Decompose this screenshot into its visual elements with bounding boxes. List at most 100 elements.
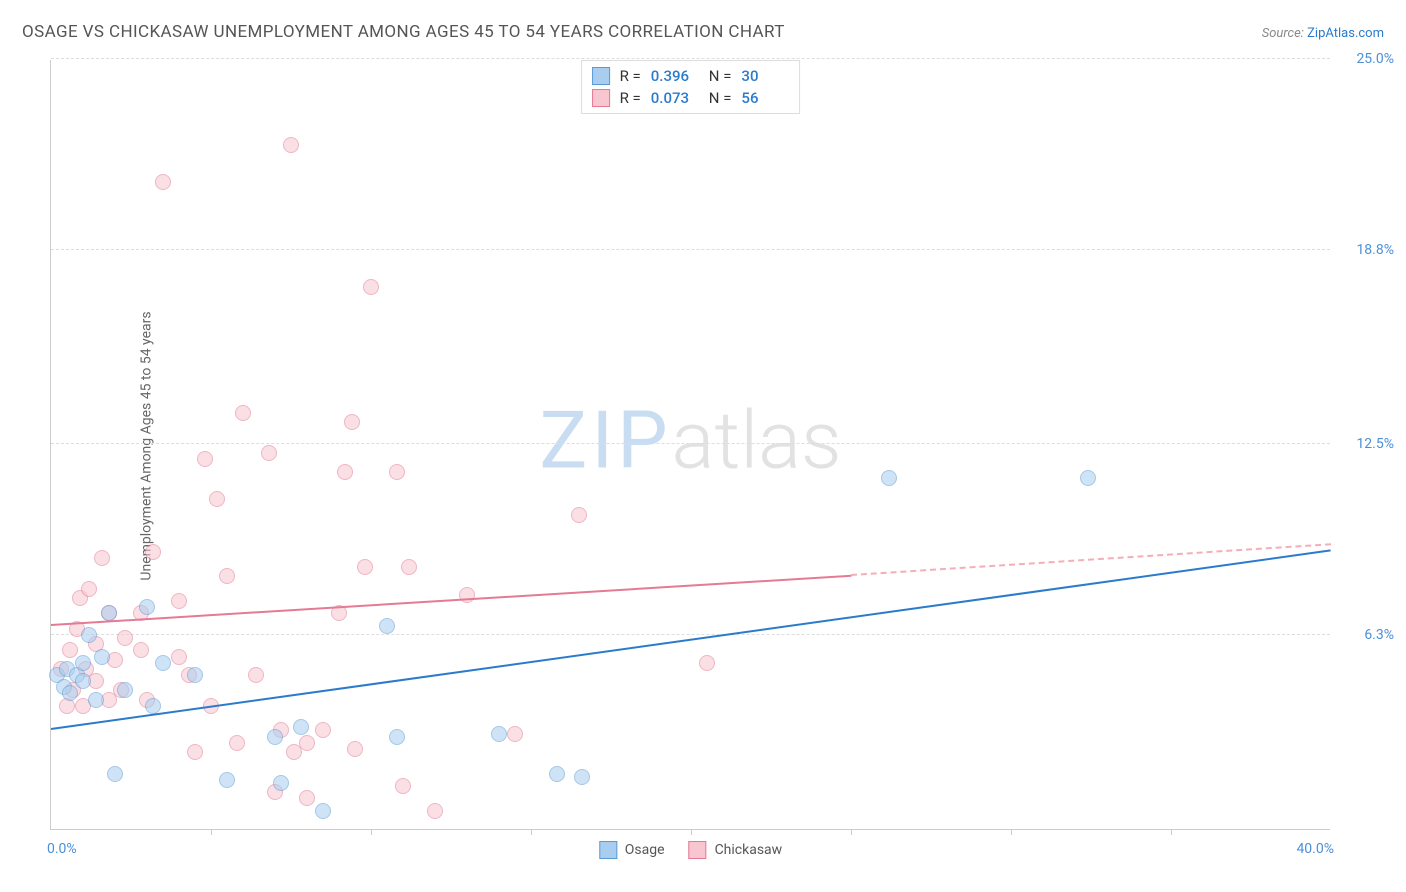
scatter-point-osage xyxy=(491,726,507,742)
scatter-point-chickasaw xyxy=(187,744,203,760)
scatter-point-osage xyxy=(145,698,161,714)
stat-r-osage: 0.396 xyxy=(651,67,699,85)
scatter-point-chickasaw xyxy=(299,735,315,751)
chart-title: OSAGE VS CHICKASAW UNEMPLOYMENT AMONG AG… xyxy=(22,22,785,42)
scatter-point-osage xyxy=(1080,470,1096,486)
scatter-point-chickasaw xyxy=(94,550,110,566)
watermark: ZIPatlas xyxy=(539,393,841,487)
stat-r-label-2: R = xyxy=(620,89,641,107)
scatter-point-chickasaw xyxy=(401,559,417,575)
scatter-point-osage xyxy=(94,649,110,665)
stat-n-label: N = xyxy=(709,67,732,85)
scatter-point-osage xyxy=(293,719,309,735)
legend-swatch-chickasaw xyxy=(689,841,707,859)
scatter-point-chickasaw xyxy=(299,790,315,806)
x-tick xyxy=(371,829,372,835)
y-tick-label: 18.8% xyxy=(1336,242,1394,258)
scatter-point-osage xyxy=(117,682,133,698)
scatter-point-osage xyxy=(139,599,155,615)
scatter-point-chickasaw xyxy=(395,778,411,794)
stat-n-osage: 30 xyxy=(741,67,789,85)
scatter-point-chickasaw xyxy=(507,726,523,742)
scatter-plot-area: ZIPatlas R = 0.396 N = 30 R = 0.073 N = … xyxy=(50,60,1330,830)
scatter-point-osage xyxy=(315,803,331,819)
stat-n-label-2: N = xyxy=(709,89,732,107)
legend-label-osage: Osage xyxy=(625,842,665,858)
y-tick-label: 25.0% xyxy=(1336,51,1394,67)
gridline xyxy=(51,58,1330,59)
source-link[interactable]: ZipAtlas.com xyxy=(1307,26,1384,41)
source-attribution: Source: ZipAtlas.com xyxy=(1262,26,1384,41)
scatter-point-osage xyxy=(101,605,117,621)
scatter-point-chickasaw xyxy=(171,593,187,609)
scatter-point-chickasaw xyxy=(197,451,213,467)
scatter-point-chickasaw xyxy=(81,581,97,597)
scatter-point-osage xyxy=(219,772,235,788)
x-tick xyxy=(211,829,212,835)
stat-row-chickasaw: R = 0.073 N = 56 xyxy=(592,87,790,109)
stat-row-osage: R = 0.396 N = 30 xyxy=(592,65,790,87)
x-tick xyxy=(1171,829,1172,835)
scatter-point-chickasaw xyxy=(117,630,133,646)
scatter-point-chickasaw xyxy=(155,174,171,190)
watermark-atlas: atlas xyxy=(672,393,842,487)
y-tick-label: 12.5% xyxy=(1336,436,1394,452)
scatter-point-osage xyxy=(75,655,91,671)
series-legend: Osage Chickasaw xyxy=(599,841,782,859)
x-tick xyxy=(1011,829,1012,835)
scatter-point-chickasaw xyxy=(248,667,264,683)
scatter-point-chickasaw xyxy=(261,445,277,461)
stat-r-chickasaw: 0.073 xyxy=(651,89,699,107)
scatter-point-osage xyxy=(155,655,171,671)
scatter-point-osage xyxy=(81,627,97,643)
watermark-zip: ZIP xyxy=(539,393,671,487)
scatter-point-chickasaw xyxy=(283,137,299,153)
scatter-point-chickasaw xyxy=(219,568,235,584)
scatter-point-chickasaw xyxy=(357,559,373,575)
correlation-stats-box: R = 0.396 N = 30 R = 0.073 N = 56 xyxy=(581,60,801,114)
legend-item-osage: Osage xyxy=(599,841,665,859)
scatter-point-chickasaw xyxy=(347,741,363,757)
scatter-point-osage xyxy=(62,685,78,701)
scatter-point-chickasaw xyxy=(363,279,379,295)
x-axis-min-label: 0.0% xyxy=(47,841,77,857)
scatter-point-chickasaw xyxy=(315,722,331,738)
scatter-point-osage xyxy=(75,673,91,689)
scatter-point-chickasaw xyxy=(133,642,149,658)
scatter-point-osage xyxy=(107,766,123,782)
gridline xyxy=(51,443,1330,444)
x-tick xyxy=(531,829,532,835)
gridline xyxy=(51,634,1330,635)
scatter-point-osage xyxy=(273,775,289,791)
scatter-point-chickasaw xyxy=(171,649,187,665)
source-prefix: Source: xyxy=(1262,26,1307,41)
scatter-point-chickasaw xyxy=(145,544,161,560)
legend-item-chickasaw: Chickasaw xyxy=(689,841,783,859)
scatter-point-osage xyxy=(389,729,405,745)
scatter-point-chickasaw xyxy=(337,464,353,480)
scatter-point-chickasaw xyxy=(344,414,360,430)
scatter-point-chickasaw xyxy=(209,491,225,507)
x-axis-max-label: 40.0% xyxy=(1296,841,1334,857)
gridline xyxy=(51,249,1330,250)
scatter-point-chickasaw xyxy=(62,642,78,658)
legend-swatch-osage xyxy=(599,841,617,859)
scatter-point-chickasaw xyxy=(699,655,715,671)
scatter-point-chickasaw xyxy=(235,405,251,421)
scatter-point-osage xyxy=(881,470,897,486)
scatter-point-osage xyxy=(574,769,590,785)
trend-line xyxy=(51,550,1331,731)
scatter-point-osage xyxy=(379,618,395,634)
scatter-point-chickasaw xyxy=(389,464,405,480)
stat-n-chickasaw: 56 xyxy=(741,89,789,107)
scatter-point-chickasaw xyxy=(229,735,245,751)
scatter-point-chickasaw xyxy=(427,803,443,819)
swatch-osage xyxy=(592,67,610,85)
scatter-point-osage xyxy=(88,692,104,708)
stat-r-label: R = xyxy=(620,67,641,85)
scatter-point-osage xyxy=(187,667,203,683)
x-tick xyxy=(691,829,692,835)
swatch-chickasaw xyxy=(592,89,610,107)
x-tick xyxy=(851,829,852,835)
scatter-point-osage xyxy=(549,766,565,782)
